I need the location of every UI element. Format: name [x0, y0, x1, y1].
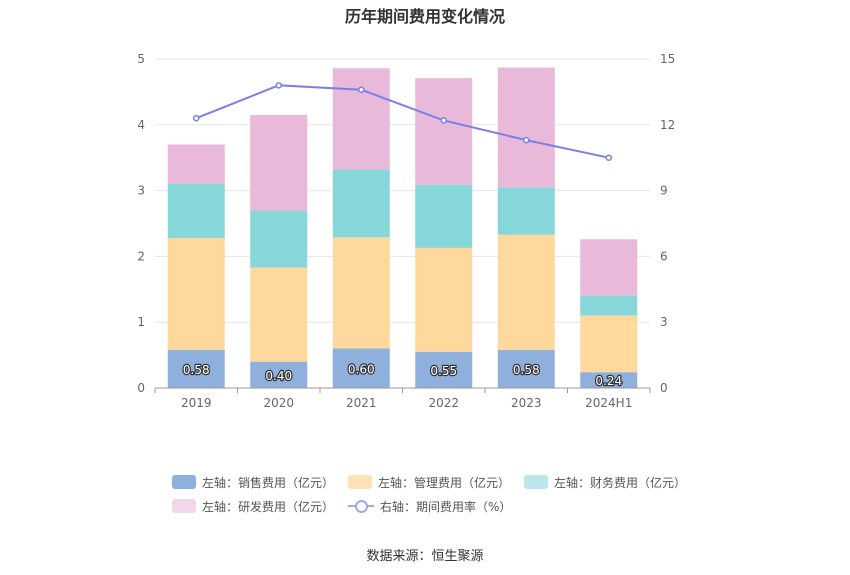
line-point[interactable] — [605, 154, 612, 161]
bar-segment[interactable] — [332, 68, 390, 170]
legend-swatch-rnd — [172, 499, 196, 513]
y-left-tick-label: 2 — [137, 249, 145, 263]
legend: 左轴：销售费用（亿元） 左轴：管理费用（亿元） 左轴：财务费用（亿元） 左轴：研… — [172, 470, 712, 518]
bar-segment[interactable] — [580, 295, 638, 316]
legend-label-expense-ratio: 右轴：期间费用率（%） — [380, 499, 512, 514]
bar-data-label: 0.58 — [183, 363, 210, 377]
y-left-tick-label: 5 — [137, 52, 145, 66]
bar-data-label: 0.24 — [595, 374, 622, 388]
legend-item-sales[interactable]: 左轴：销售费用（亿元） — [172, 474, 334, 491]
legend-label-finance: 左轴：财务费用（亿元） — [554, 475, 687, 490]
legend-item-rnd[interactable]: 左轴：研发费用（亿元） — [172, 498, 334, 515]
bar-segment[interactable] — [167, 237, 225, 350]
bar-segment[interactable] — [250, 114, 308, 211]
bar-segment[interactable] — [497, 187, 555, 235]
x-tick-label: 2024H1 — [585, 396, 632, 410]
chart-title: 历年期间费用变化情况 — [344, 7, 505, 26]
line-expense-ratio — [195, 84, 609, 159]
line-point[interactable] — [440, 117, 447, 124]
legend-item-expense-ratio[interactable]: 右轴：期间费用率（%） — [348, 498, 511, 515]
bar-segment[interactable] — [497, 349, 555, 388]
line-series — [193, 82, 612, 161]
legend-line-icon — [348, 499, 375, 513]
grid-lines — [155, 58, 650, 323]
y-right-tick-label: 12 — [660, 118, 675, 132]
x-tick-label: 2020 — [263, 396, 294, 410]
bar-data-label: 0.58 — [513, 363, 540, 377]
bar-segment[interactable] — [332, 237, 390, 349]
bar-segment[interactable] — [580, 372, 638, 388]
y-right-tick-label: 15 — [660, 52, 675, 66]
x-tick-label: 2021 — [346, 396, 377, 410]
legend-swatch-finance — [524, 475, 549, 489]
chart-plot: 0.58 0.40 0.60 0.55 0.580.24 012345036912152… — [137, 52, 675, 410]
bar-segment[interactable] — [580, 315, 638, 373]
bar-segment[interactable] — [415, 78, 473, 185]
legend-item-finance[interactable]: 左轴：财务费用（亿元） — [524, 474, 686, 491]
x-tick-label: 2022 — [428, 396, 459, 410]
legend-label-admin: 左轴：管理费用（亿元） — [378, 475, 511, 490]
line-point[interactable] — [358, 86, 365, 93]
y-right-tick-label: 9 — [660, 184, 668, 198]
bar-data-label: 0.55 — [430, 364, 457, 378]
bar-segment[interactable] — [580, 239, 638, 296]
data-labels: 0.58 0.40 0.60 0.55 0.58 0.24 — [182, 361, 624, 389]
x-tick-label: 2023 — [511, 396, 542, 410]
legend-swatch-sales — [172, 475, 196, 489]
bar-data-label: 0.40 — [265, 369, 292, 383]
y-right-tick-label: 6 — [660, 249, 668, 263]
x-tick-label: 2019 — [181, 396, 212, 410]
line-point[interactable] — [275, 82, 282, 89]
bar-segment[interactable] — [415, 247, 473, 352]
bar-segment[interactable] — [415, 184, 473, 248]
line-point[interactable] — [523, 136, 530, 144]
legend-swatch-admin — [348, 475, 373, 489]
legend-label-sales: 左轴：销售费用（亿元） — [202, 475, 335, 490]
y-right-tick-label: 0 — [660, 381, 668, 395]
bar-segment[interactable] — [250, 210, 308, 268]
y-left-tick-label: 4 — [137, 118, 145, 132]
y-right-tick-label: 3 — [660, 315, 668, 329]
bar-series — [167, 67, 638, 388]
legend-item-admin[interactable]: 左轴：管理费用（亿元） — [348, 474, 510, 491]
data-source: 数据来源：恒生聚源 — [366, 549, 484, 564]
bar-segment[interactable] — [250, 361, 308, 388]
bar-segment[interactable] — [167, 349, 225, 388]
y-left-tick-label: 1 — [137, 315, 145, 329]
bar-segment[interactable] — [415, 351, 473, 388]
bar-segment[interactable] — [167, 184, 225, 238]
legend-label-rnd: 左轴：研发费用（亿元） — [202, 499, 335, 514]
bar-segment[interactable] — [332, 348, 390, 388]
bar-data-label: 0.60 — [348, 362, 375, 376]
line-point[interactable] — [193, 114, 200, 122]
y-left-tick-label: 3 — [137, 184, 145, 198]
bar-segment[interactable] — [497, 67, 555, 188]
bar-segment[interactable] — [332, 169, 390, 238]
bar-segment[interactable] — [497, 234, 555, 350]
bar-segment[interactable] — [167, 144, 225, 185]
y-left-tick-label: 0 — [137, 381, 145, 395]
bar-segment[interactable] — [250, 267, 308, 362]
